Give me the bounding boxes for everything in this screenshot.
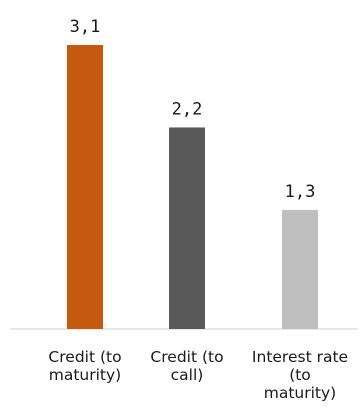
bar-2 xyxy=(169,127,205,329)
category-label-1-line-1: Credit (to xyxy=(48,348,121,366)
category-label-3-line-2: (to xyxy=(289,366,311,384)
bar-1 xyxy=(67,45,103,329)
category-label-3-line-3: maturity) xyxy=(264,384,336,402)
value-label-3: 1,3 xyxy=(285,182,316,202)
category-label-3-line-1: Interest rate xyxy=(252,348,348,366)
category-label-2-line-1: Credit (to xyxy=(150,348,223,366)
value-label-2: 2,2 xyxy=(172,99,203,119)
category-label-2: Credit (to call) xyxy=(150,348,223,384)
category-label-1: Credit (to maturity) xyxy=(48,348,121,384)
category-label-1-line-2: maturity) xyxy=(49,366,121,384)
category-label-3: Interest rate (to maturity) xyxy=(252,348,348,402)
category-label-2-line-2: call) xyxy=(171,366,204,384)
bar-3 xyxy=(282,209,318,329)
value-label-1: 3,1 xyxy=(70,17,101,37)
